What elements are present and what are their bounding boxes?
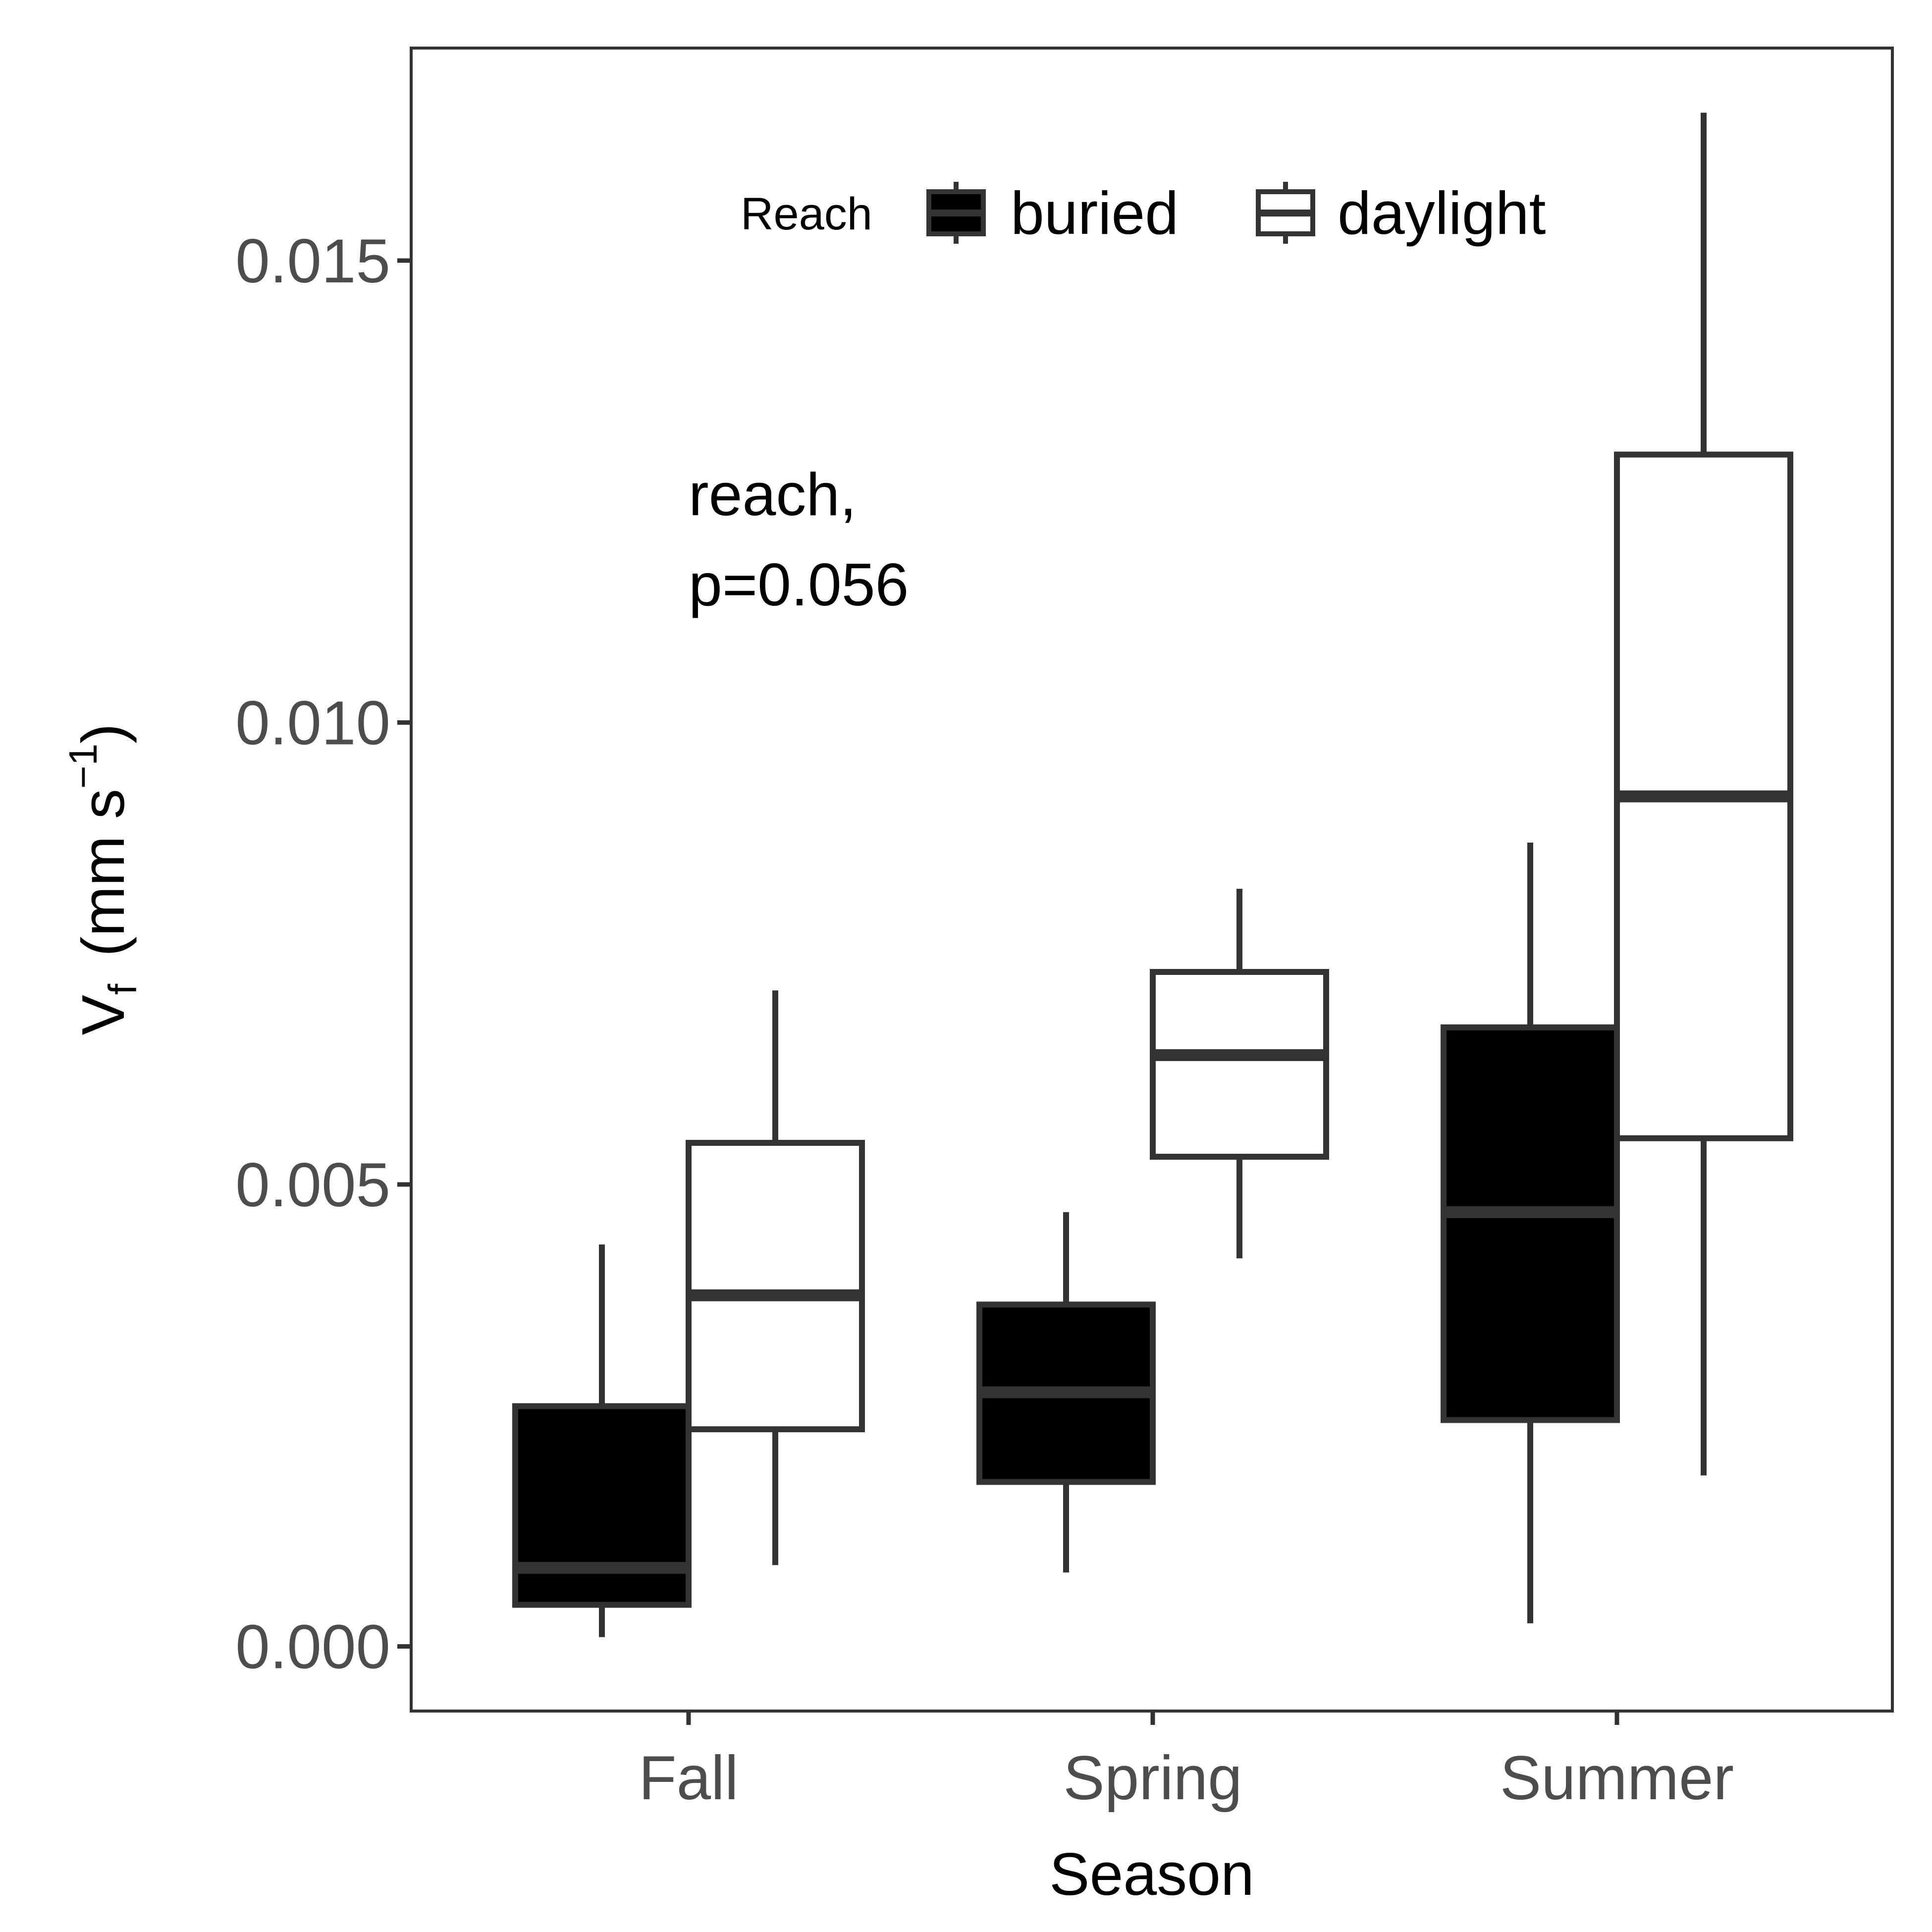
x-tick-label: Fall: [639, 1744, 738, 1813]
box-buried-summer: [1441, 842, 1620, 1623]
annotation-line-2: p=0.056: [689, 551, 909, 618]
iqr-box: [1441, 1024, 1620, 1423]
legend-key-daylight: [1256, 182, 1315, 244]
x-axis-title: Season: [1049, 1840, 1254, 1908]
x-tick-label: Spring: [1063, 1744, 1242, 1813]
x-axis-ticks: Fall Spring Summer: [639, 1711, 1734, 1813]
annotation-line-1: reach,: [689, 461, 857, 528]
y-axis-title-text: Vf(mm s−1): [61, 723, 145, 1035]
legend: Reach buried daylight: [741, 179, 1546, 247]
y-tick-label: 0.010: [235, 689, 390, 757]
box-daylight-spring: [1150, 889, 1329, 1259]
iqr-box: [686, 1140, 865, 1433]
iqr-box: [1150, 969, 1329, 1160]
box-buried-fall: [512, 1244, 692, 1637]
legend-label-buried: buried: [1011, 179, 1179, 247]
legend-key-buried: [926, 182, 986, 244]
y-axis-title: Vf(mm s−1): [61, 723, 145, 1035]
box-daylight-summer: [1614, 112, 1793, 1476]
x-tick-label: Summer: [1500, 1744, 1734, 1813]
legend-label-daylight: daylight: [1338, 179, 1546, 247]
iqr-box: [512, 1403, 692, 1608]
box-daylight-fall: [686, 990, 865, 1565]
legend-title: Reach: [741, 189, 872, 239]
box-layer: [512, 112, 1793, 1637]
y-tick-label: 0.015: [235, 227, 390, 296]
box-buried-spring: [976, 1212, 1156, 1573]
y-tick-label: 0.005: [235, 1151, 390, 1220]
y-axis-ticks: 0.000 0.005 0.010 0.015: [235, 227, 411, 1681]
y-tick-label: 0.000: [235, 1612, 390, 1681]
